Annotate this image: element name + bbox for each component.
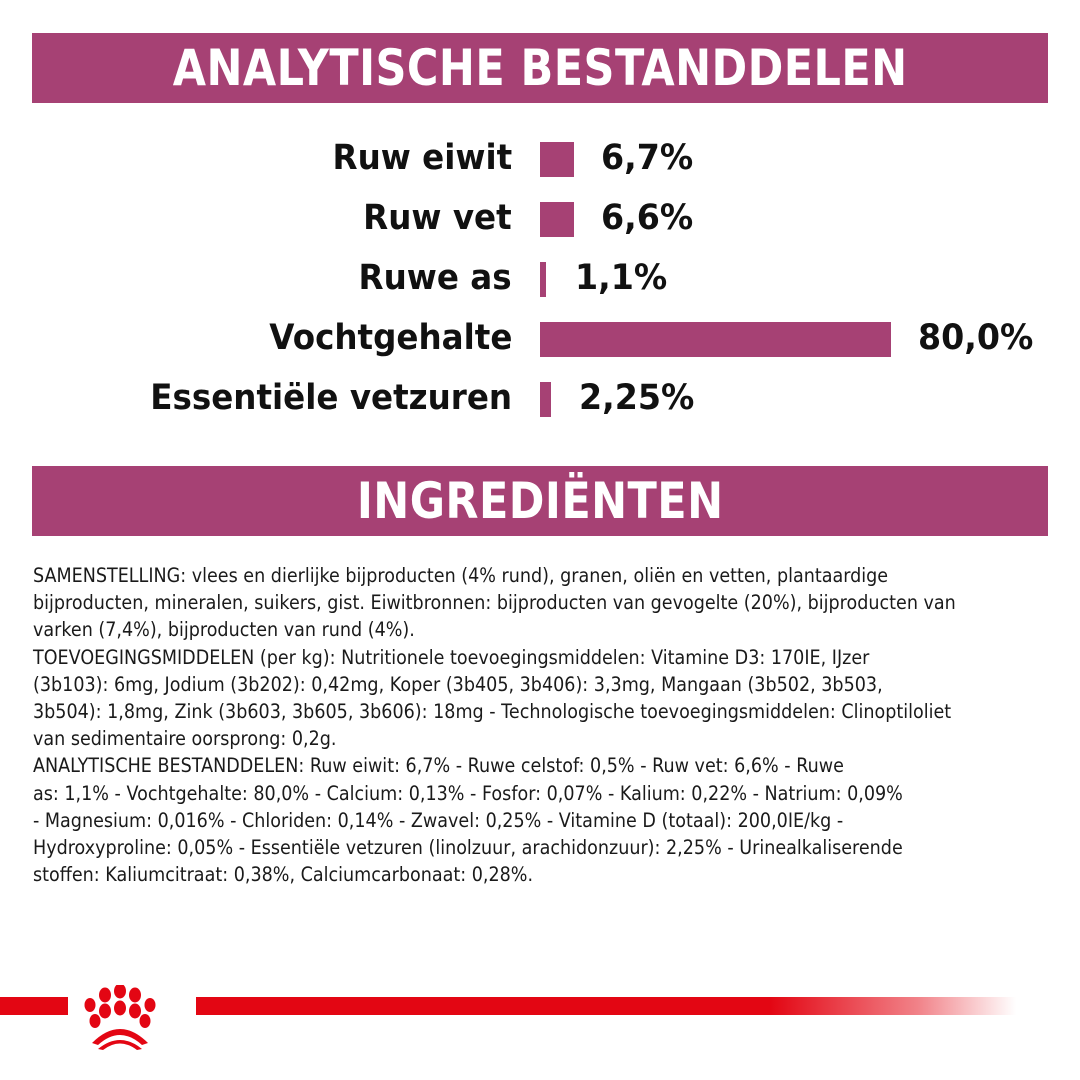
ingredients-line: as: 1,1% - Vochtgehalte: 80,0% - Calcium… [33,781,903,805]
chart-row-label: Essentiële vetzuren [150,378,512,418]
chart-row-value: 80,0% [918,318,1034,358]
ingredients-section-title: INGREDIËNTEN [356,472,724,530]
ingredients-line: van sedimentaire oorsprong: 0,2g. [33,727,337,751]
ingredients-line: TOEVOEGINGSMIDDELEN (per kg): Nutritione… [33,645,870,669]
ingredients-line: bijproducten, mineralen, suikers, gist. … [33,591,956,615]
chart-row: Essentiële vetzuren 2,25% [0,370,1080,430]
chart-row-label: Vochtgehalte [268,318,512,358]
chart-bar [540,382,551,417]
chart-row: Ruw vet 6,6% [0,190,1080,250]
chart-row-value: 6,7% [601,138,694,178]
ingredients-line: - Magnesium: 0,016% - Chloriden: 0,14% -… [33,808,844,832]
chart-row-value: 2,25% [579,378,695,418]
analytic-bar-chart: Ruw eiwit 6,7% Ruw vet 6,6% Ruwe as 1,1%… [0,130,1080,430]
crown-icon [84,985,156,1050]
ingredients-line: varken (7,4%), bijproducten van rund (4%… [33,618,415,642]
ingredients-line: Hydroxyproline: 0,05% - Essentiële vetzu… [33,836,903,860]
chart-row-value: 6,6% [601,198,694,238]
ingredients-text-block: SAMENSTELLING: vlees en dierlijke bijpro… [33,562,1048,888]
chart-row-label: Ruw eiwit [332,138,512,178]
ingredients-line: (3b103): 6mg, Jodium (3b202): 0,42mg, Ko… [33,672,883,696]
ingredients-line: ANALYTISCHE BESTANDDELEN: Ruw eiwit: 6,7… [33,754,844,778]
chart-bar [540,142,574,177]
chart-row-label: Ruw vet [363,198,512,238]
brand-footer [0,985,1080,1050]
ingredients-section-banner: INGREDIËNTEN [32,466,1048,536]
chart-bar [540,262,546,297]
footer-stripe-right [196,997,1016,1015]
chart-row: Vochtgehalte 80,0% [0,310,1080,370]
ingredients-line: SAMENSTELLING: vlees en dierlijke bijpro… [33,564,889,587]
chart-row: Ruw eiwit 6,7% [0,130,1080,190]
chart-row-label: Ruwe as [358,258,512,298]
ingredients-line: 3b504): 1,8mg, Zink (3b603, 3b605, 3b606… [33,700,952,724]
analytic-section-title: ANALYTISCHE BESTANDDELEN [172,39,908,97]
chart-row-value: 1,1% [575,258,668,298]
footer-stripe-left [0,997,68,1015]
analytic-section-banner: ANALYTISCHE BESTANDDELEN [32,33,1048,103]
ingredients-line: stoffen: Kaliumcitraat: 0,38%, Calciumca… [33,863,534,887]
chart-bar [540,322,891,357]
chart-row: Ruwe as 1,1% [0,250,1080,310]
chart-bar [540,202,574,237]
